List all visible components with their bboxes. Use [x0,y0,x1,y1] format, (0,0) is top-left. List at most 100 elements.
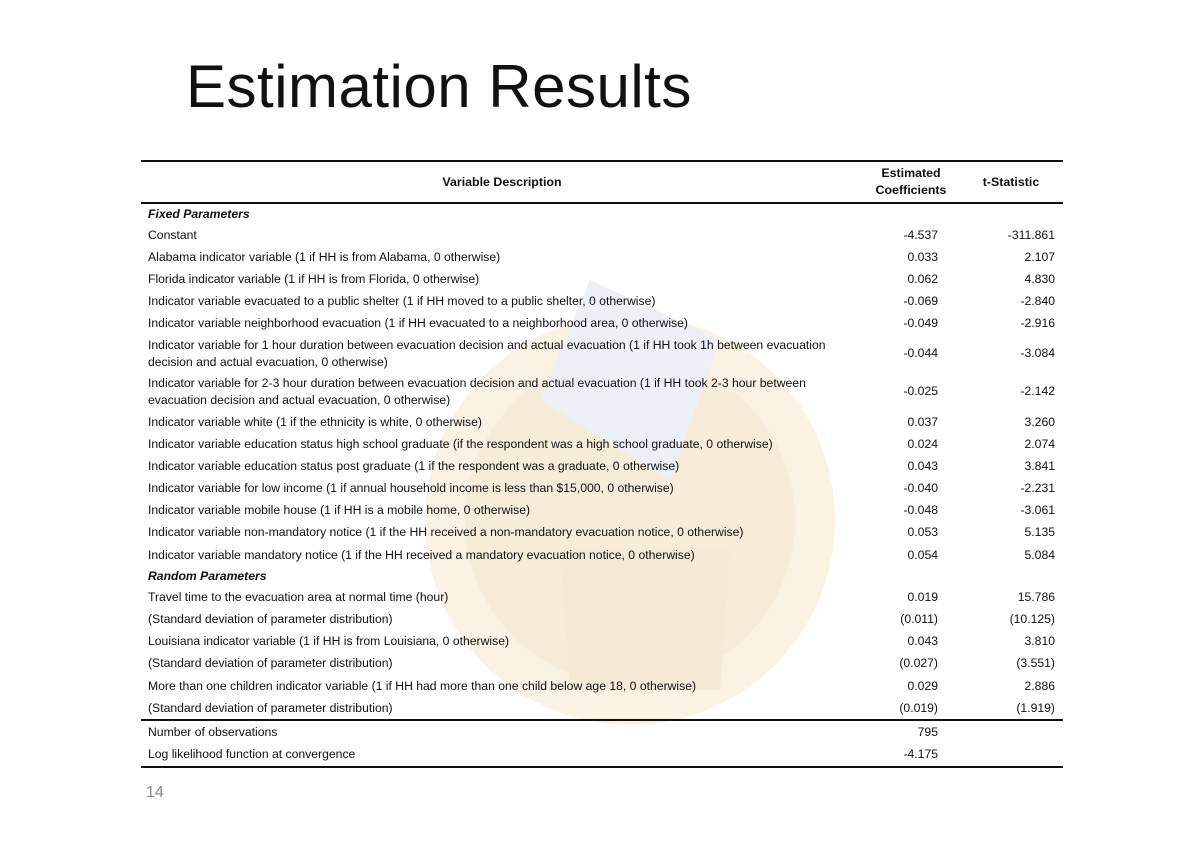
coefficient-value: -0.048 [903,503,938,518]
t-statistic-value: -2.916 [1020,316,1055,331]
table-row: Indicator variable evacuated to a public… [141,291,1063,313]
table-row: Indicator variable mandatory notice (1 i… [141,544,1063,566]
t-statistic-value: 3.260 [1024,414,1056,429]
variable-description: Indicator variable education status high… [148,436,773,451]
header-estimated-coefficients: Estimated Coefficients [875,166,947,197]
t-statistic-value: 5.084 [1024,547,1056,562]
table-row: Indicator variable neighborhood evacuati… [141,313,1063,335]
t-statistic-value: 4.830 [1024,271,1056,286]
variable-description: Indicator variable education status post… [148,458,680,473]
t-statistic-value: 3.841 [1024,458,1056,473]
coefficient-value: 0.043 [907,634,939,649]
table-row: Indicator variable non-mandatory notice … [141,522,1063,544]
t-statistic-value: -2.840 [1020,294,1055,309]
table-row: Indicator variable white (1 if the ethni… [141,411,1063,433]
coefficient-value: 0.033 [907,249,939,264]
summary-value: -4.175 [863,743,959,768]
variable-description: Indicator variable mandatory notice (1 i… [148,547,695,562]
coefficient-value: 0.037 [907,414,939,429]
t-statistic-value: 5.135 [1024,525,1056,540]
table-row: Indicator variable education status high… [141,433,1063,455]
t-statistic-value: 2.074 [1024,436,1056,451]
table-row: Indicator variable education status post… [141,455,1063,477]
t-statistic-value: -3.084 [1020,346,1055,361]
summary-tstat [959,743,1063,768]
t-statistic-value: 3.810 [1024,634,1056,649]
variable-description: Indicator variable non-mandatory notice … [148,525,744,540]
table-row: (Standard deviation of parameter distrib… [141,697,1063,722]
variable-description: Travel time to the evacuation area at no… [148,589,449,604]
variable-description: Indicator variable evacuated to a public… [148,294,656,309]
t-statistic-value: -3.061 [1020,503,1055,518]
coefficient-value: (0.011) [900,612,938,627]
table-body: Fixed Parameters Constant -4.537 -311.861 … [141,203,1063,768]
t-statistic-value: (3.551) [1016,656,1055,671]
section-row-random-parameters: Random Parameters [141,566,1063,586]
coefficient-value: (0.027) [899,656,938,671]
t-statistic-value: 15.786 [1017,589,1055,604]
table-row: Indicator variable for low income (1 if … [141,478,1063,500]
variable-description: (Standard deviation of parameter distrib… [148,656,393,671]
t-statistic-value: -2.231 [1020,481,1055,496]
summary-value: 795 [917,724,938,739]
coefficient-value: 0.019 [907,589,939,604]
variable-description: Indicator variable for low income (1 if … [148,481,674,496]
table-row: More than one children indicator variabl… [141,675,1063,697]
table-row: Indicator variable for 1 hour duration b… [141,335,1063,373]
summary-label: Log likelihood function at convergence [141,743,863,768]
variable-description: Indicator variable white (1 if the ethni… [148,414,482,429]
section-label: Random Parameters [148,568,267,583]
coefficient-value: 0.053 [907,525,939,540]
page-title: Estimation Results [186,53,692,120]
coefficient-value: 0.054 [907,547,939,562]
t-statistic-value: (10.125) [1009,612,1055,627]
t-statistic-value: -311.861 [1007,227,1055,242]
header-t-statistic: t-Statistic [982,174,1040,189]
coefficient-value: -4.537 [903,227,938,242]
table-row: Constant -4.537 -311.861 [141,224,1063,246]
table-row: (Standard deviation of parameter distrib… [141,653,1063,675]
table-row: Louisiana indicator variable (1 if HH is… [141,631,1063,653]
page-number: 14 [146,784,164,801]
section-row-fixed-parameters: Fixed Parameters [141,203,1063,224]
summary-row-observations: Number of observations 795 [141,720,1063,743]
variable-description: Florida indicator variable (1 if HH is f… [148,271,480,286]
table-header-row: Variable Description Estimated Coefficie… [141,161,1063,203]
t-statistic-value: 2.886 [1024,678,1056,693]
variable-description: More than one children indicator variabl… [148,678,697,693]
coefficient-value: 0.024 [907,436,939,451]
estimation-results-table: Variable Description Estimated Coefficie… [141,160,1063,768]
coefficient-value: -0.025 [903,384,938,399]
variable-description: (Standard deviation of parameter distrib… [141,697,863,722]
table-row: (Standard deviation of parameter distrib… [141,608,1063,630]
table-row: Florida indicator variable (1 if HH is f… [141,268,1063,290]
variable-description: Alabama indicator variable (1 if HH is f… [148,249,501,264]
coefficient-value: 0.029 [907,678,939,693]
variable-description: Indicator variable for 2-3 hour duration… [148,375,806,407]
variable-description: (Standard deviation of parameter distrib… [148,612,393,627]
table-row: Indicator variable mobile house (1 if HH… [141,500,1063,522]
variable-description: Indicator variable for 1 hour duration b… [148,337,826,369]
coefficient-value: (0.019) [863,697,959,722]
coefficient-value: -0.069 [903,294,938,309]
table-row: Alabama indicator variable (1 if HH is f… [141,246,1063,268]
t-statistic-value: 2.107 [1024,249,1056,264]
table-row: Travel time to the evacuation area at no… [141,586,1063,608]
variable-description: Louisiana indicator variable (1 if HH is… [148,634,510,649]
t-statistic-value: -2.142 [1020,384,1055,399]
summary-row-log-likelihood: Log likelihood function at convergence -4… [141,743,1063,768]
coefficient-value: 0.062 [907,271,939,286]
table-row: Indicator variable for 2-3 hour duration… [141,373,1063,411]
coefficient-value: 0.043 [907,458,939,473]
coefficient-value: -0.049 [903,316,938,331]
t-statistic-value: (1.919) [959,697,1063,722]
section-label: Fixed Parameters [148,206,250,221]
coefficient-value: -0.044 [903,346,938,361]
summary-label: Number of observations [148,724,278,739]
variable-description: Constant [148,227,197,242]
summary-tstat [959,720,1063,743]
header-variable-description: Variable Description [442,174,562,189]
variable-description: Indicator variable mobile house (1 if HH… [148,503,531,518]
coefficient-value: -0.040 [903,481,938,496]
variable-description: Indicator variable neighborhood evacuati… [148,316,688,331]
